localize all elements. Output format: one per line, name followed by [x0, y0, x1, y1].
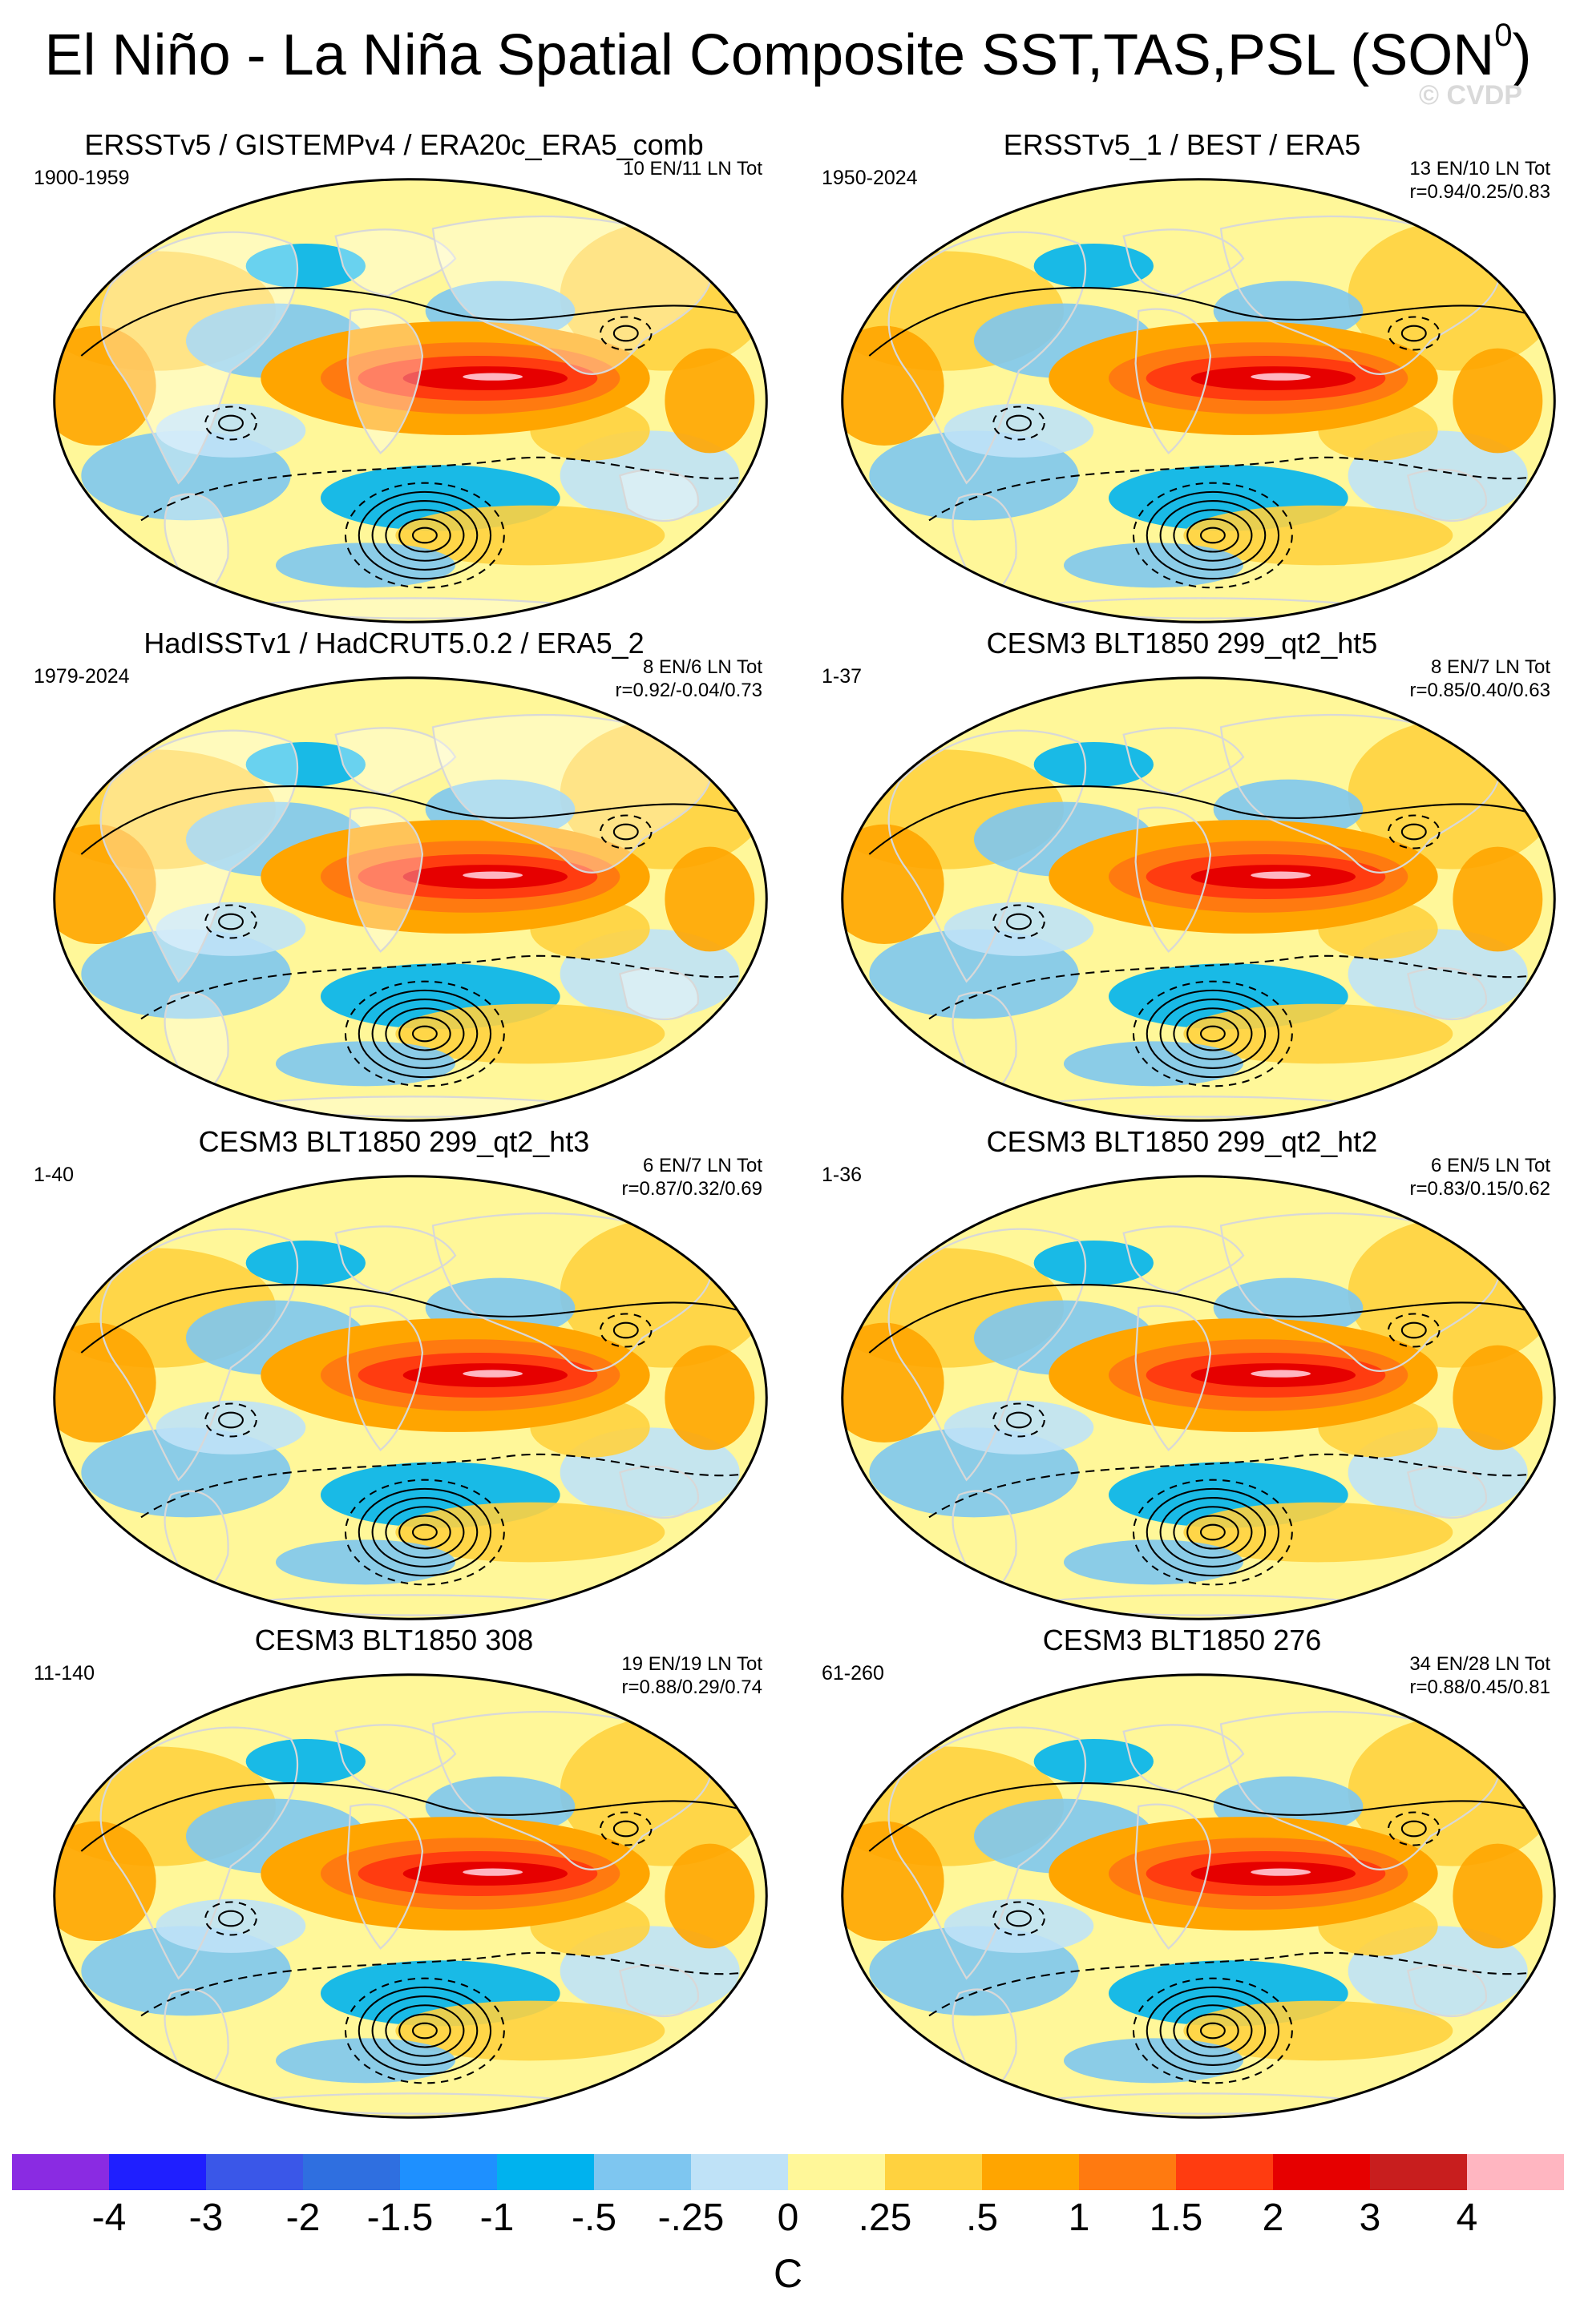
panel-stat-line: 6 EN/5 LN Tot	[1431, 1155, 1550, 1176]
colorbar-swatch	[1273, 2154, 1370, 2190]
robinson-map	[841, 1175, 1556, 1620]
title-text: El Niño - La Niña Spatial Composite SST,…	[44, 23, 1495, 87]
colorbar-swatch	[885, 2154, 982, 2190]
panel-title: HadISSTv1 / HadCRUT5.0.2 / ERA5_2	[143, 627, 645, 660]
panel-stat-line: r=0.88/0.45/0.81	[1409, 1676, 1550, 1698]
map-panel: CESM3 BLT1850 276 61-260 34 EN/28 LN Tot r=…	[788, 1624, 1576, 2185]
colorbar	[12, 2154, 1564, 2190]
colorbar-swatch	[982, 2154, 1079, 2190]
robinson-map	[53, 178, 768, 623]
panel-title: ERSSTv5 / GISTEMPv4 / ERA20c_ERA5_comb	[84, 128, 704, 161]
colorbar-tick-label: -2	[285, 2197, 321, 2239]
colorbar-tick-label: 2	[1262, 2197, 1284, 2239]
panel-stat-line: 19 EN/19 LN Tot	[621, 1653, 762, 1675]
robinson-map	[841, 178, 1556, 623]
map-panel: CESM3 BLT1850 299_qt2_ht2 1-36 6 EN/5 LN T…	[788, 1125, 1576, 1686]
panel-title: ERSSTv5_1 / BEST / ERA5	[1003, 128, 1361, 161]
colorbar-tick-label: -1	[479, 2197, 515, 2239]
robinson-map	[53, 676, 768, 1122]
colorbar-tick-label: -4	[91, 2197, 127, 2239]
colorbar-tick-label: -.5	[571, 2197, 617, 2239]
robinson-map	[53, 1175, 768, 1620]
panel-stats: 13 EN/10 LN Tot r=0.94/0.25/0.83	[1409, 157, 1550, 204]
colorbar-swatch	[109, 2154, 206, 2190]
panel-stats: 8 EN/7 LN Tot r=0.85/0.40/0.63	[1410, 656, 1550, 702]
panel-stat-line: r=0.87/0.32/0.69	[621, 1178, 762, 1200]
panel-years: 1900-1959	[34, 167, 130, 189]
panel-stat-line: r=0.94/0.25/0.83	[1409, 181, 1550, 203]
map-panel: CESM3 BLT1850 299_qt2_ht3 1-40 6 EN/7 LN T…	[0, 1125, 788, 1686]
panel-stats: 8 EN/6 LN Tot r=0.92/-0.04/0.73	[616, 656, 762, 702]
colorbar-tick-label: 4	[1456, 2197, 1478, 2239]
colorbar-swatch	[1176, 2154, 1273, 2190]
colorbar-swatch	[497, 2154, 594, 2190]
cvdp-watermark: © CVDP	[1419, 80, 1522, 111]
panel-stats: 10 EN/11 LN Tot	[623, 157, 762, 180]
panel-stat-line: 13 EN/10 LN Tot	[1409, 158, 1550, 180]
colorbar-tick-label: .5	[965, 2197, 999, 2239]
panel-title: CESM3 BLT1850 299_qt2_ht2	[986, 1125, 1378, 1158]
robinson-map	[53, 1673, 768, 2119]
figure-title: El Niño - La Niña Spatial Composite SST,…	[0, 18, 1576, 88]
colorbar-unit: C	[773, 2251, 803, 2296]
colorbar-swatch	[303, 2154, 400, 2190]
panel-title: CESM3 BLT1850 276	[1042, 1624, 1322, 1656]
panel-years: 1-37	[822, 665, 863, 688]
colorbar-tick-label: 3	[1359, 2197, 1381, 2239]
panel-years: 1950-2024	[822, 167, 918, 189]
panel-years: 1-36	[822, 1164, 863, 1186]
colorbar-swatch	[788, 2154, 885, 2190]
map-panel: ERSSTv5_1 / BEST / ERA5 1950-2024 13 EN/10…	[788, 128, 1576, 689]
panel-stat-line: 6 EN/7 LN Tot	[643, 1155, 762, 1176]
colorbar-swatch	[1370, 2154, 1467, 2190]
panel-stat-line: r=0.83/0.15/0.62	[1409, 1178, 1550, 1200]
panel-stat-line: 34 EN/28 LN Tot	[1409, 1653, 1550, 1675]
panel-stats: 6 EN/7 LN Tot r=0.87/0.32/0.69	[622, 1154, 762, 1200]
panel-stat-line: 8 EN/7 LN Tot	[1431, 656, 1550, 678]
panel-years: 1979-2024	[34, 665, 130, 688]
panel-stat-line: 10 EN/11 LN Tot	[623, 158, 762, 180]
map-panel: CESM3 BLT1850 299_qt2_ht5 1-37 8 EN/7 LN T…	[788, 627, 1576, 1188]
title-close: )	[1512, 23, 1532, 87]
colorbar-swatch	[206, 2154, 303, 2190]
panel-stat-line: r=0.88/0.29/0.74	[621, 1676, 762, 1698]
robinson-map	[841, 1673, 1556, 2119]
panel-stat-line: r=0.92/-0.04/0.73	[615, 680, 762, 701]
robinson-map	[841, 676, 1556, 1122]
panel-stats: 6 EN/5 LN Tot r=0.83/0.15/0.62	[1410, 1154, 1550, 1200]
panel-stat-line: 8 EN/6 LN Tot	[643, 656, 762, 678]
title-superscript: 0	[1494, 18, 1513, 53]
colorbar-tick-label: .25	[858, 2197, 912, 2239]
panel-years: 1-40	[34, 1164, 75, 1186]
map-panel: HadISSTv1 / HadCRUT5.0.2 / ERA5_2 1979-20…	[0, 627, 788, 1188]
colorbar-tick-label: 1	[1068, 2197, 1090, 2239]
panel-years: 11-140	[34, 1662, 95, 1684]
colorbar-swatch	[400, 2154, 497, 2190]
map-panel: CESM3 BLT1850 308 11-140 19 EN/19 LN Tot r=…	[0, 1624, 788, 2185]
panel-stats: 34 EN/28 LN Tot r=0.88/0.45/0.81	[1409, 1652, 1550, 1699]
colorbar-tick-label: 0	[777, 2197, 799, 2239]
colorbar-tick-label: -.25	[657, 2197, 725, 2239]
panel-years: 61-260	[822, 1662, 884, 1684]
panel-title: CESM3 BLT1850 299_qt2_ht5	[986, 627, 1378, 660]
colorbar-tick-label: -1.5	[366, 2197, 434, 2239]
map-panel: ERSSTv5 / GISTEMPv4 / ERA20c_ERA5_comb 19…	[0, 128, 788, 689]
panel-title: CESM3 BLT1850 299_qt2_ht3	[198, 1125, 590, 1158]
colorbar-swatch	[691, 2154, 788, 2190]
panel-stat-line: r=0.85/0.40/0.63	[1409, 680, 1550, 701]
panel-stats: 19 EN/19 LN Tot r=0.88/0.29/0.74	[621, 1652, 762, 1699]
colorbar-swatch	[12, 2154, 109, 2190]
colorbar-ticks: -4 -3 -2 -1.5 -1 -.5 -.25 0 .25 .5 1 1.5 2 3 4	[0, 2196, 1576, 2252]
panel-title: CESM3 BLT1850 308	[254, 1624, 534, 1656]
colorbar-tick-label: 1.5	[1149, 2197, 1203, 2239]
colorbar-swatch	[1467, 2154, 1564, 2190]
colorbar-swatch	[594, 2154, 691, 2190]
colorbar-tick-label: -3	[188, 2197, 224, 2239]
colorbar-swatch	[1079, 2154, 1176, 2190]
